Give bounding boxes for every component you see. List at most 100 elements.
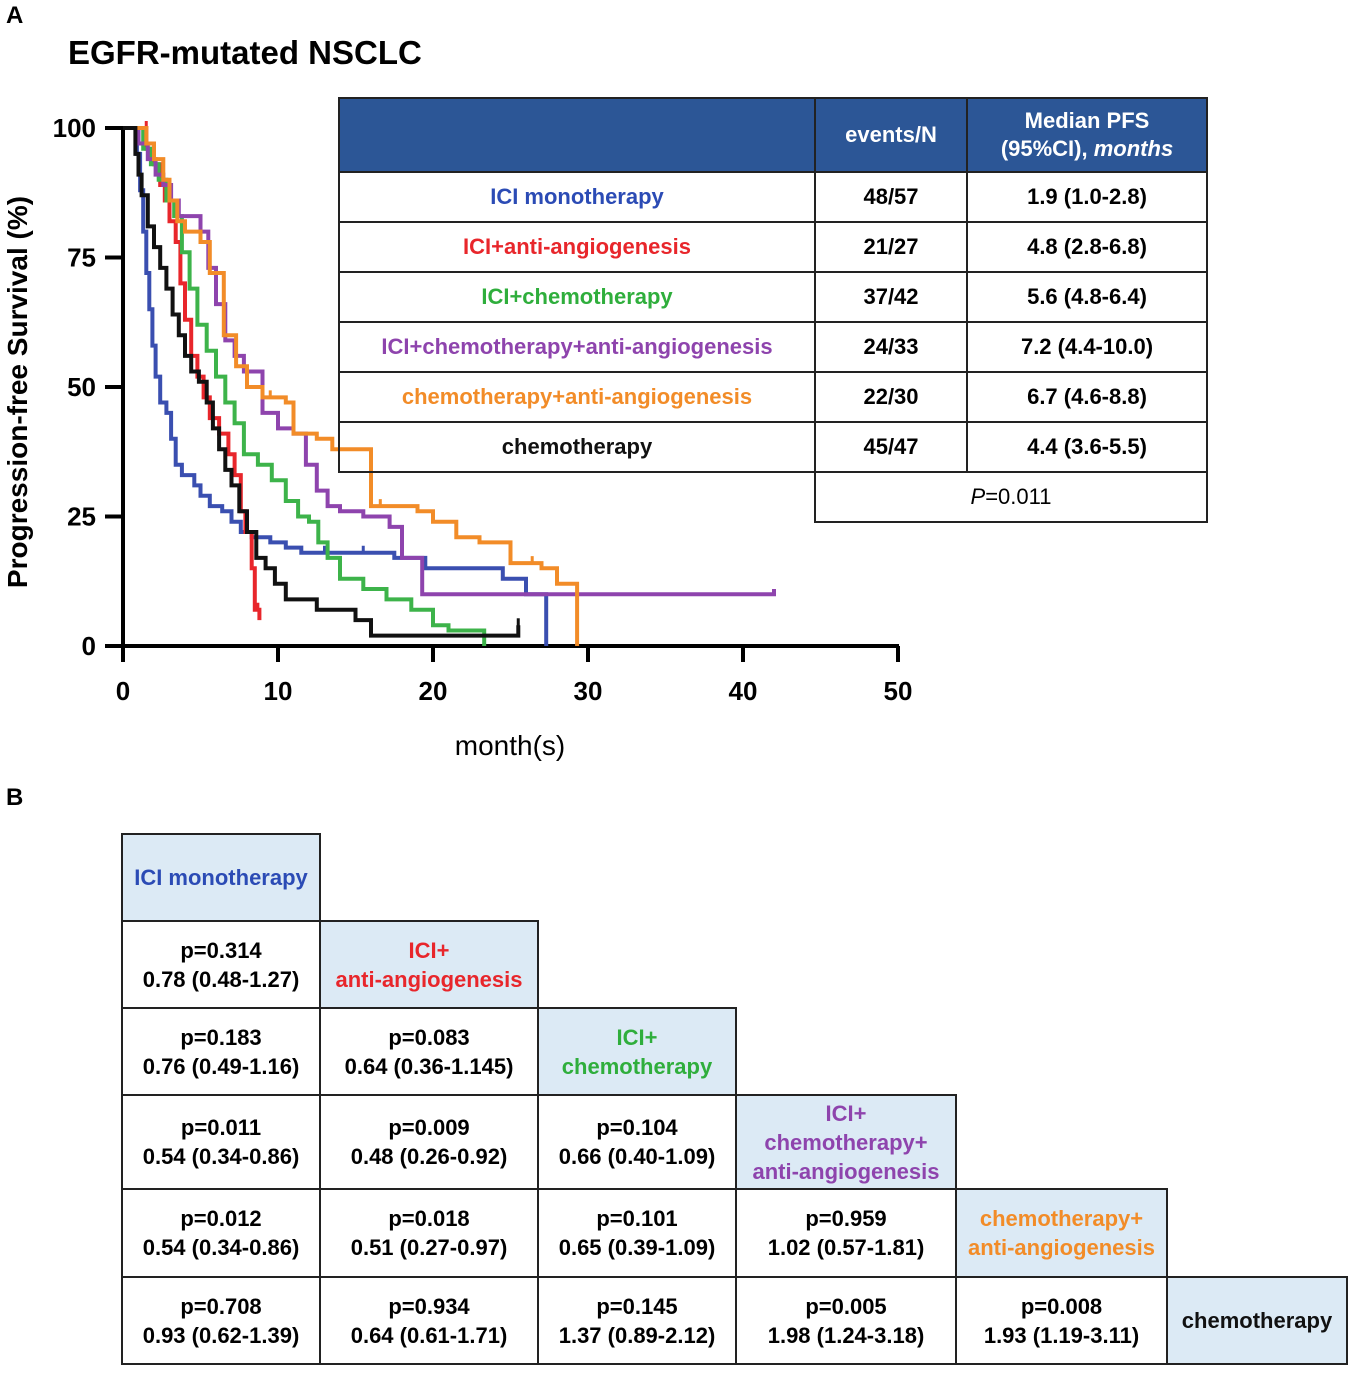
matrix-header-cell: chemotherapy+ anti-angiogenesis [955,1188,1168,1278]
km-curve-series-5 [123,126,521,638]
matrix-hazard-ratio: 0.78 (0.48-1.27) [142,966,300,992]
matrix-p-value: p=0.005 [805,1293,887,1319]
matrix-header-line: anti-angiogenesis [967,1235,1156,1260]
matrix-header-line: ICI+ [616,1024,658,1050]
matrix-hazard-ratio: 0.64 (0.61-1.71) [350,1322,508,1348]
median-header-line1: Median PFS [1024,108,1150,133]
median-header-line2: (95%CI), [1000,136,1094,161]
matrix-hazard-ratio: 0.93 (0.62-1.39) [142,1322,300,1348]
median-header-months: months [1093,136,1174,161]
axes: 0 10 20 30 40 50 0 25 50 75 100 [53,113,913,706]
matrix-header-cell: chemotherapy [1166,1276,1348,1365]
matrix-value-cell: p=0.005 1.98 (1.24-3.18) [735,1276,957,1365]
matrix-value-cell: p=0.018 0.51 (0.27-0.97) [319,1188,539,1278]
matrix-header-line: chemotherapy+ [979,1206,1144,1231]
legend-group-name: ICI+chemotherapy+anti-angiogenesis [338,321,816,373]
matrix-hazard-ratio: 0.65 (0.39-1.09) [558,1235,716,1260]
legend-table: events/N Median PFS (95%CI), months ICI … [338,97,1208,523]
x-tick-label: 30 [574,676,603,706]
matrix-hazard-ratio: 0.66 (0.40-1.09) [558,1144,716,1169]
matrix-value-cell: p=0.101 0.65 (0.39-1.09) [537,1188,737,1278]
matrix-hazard-ratio: 0.76 (0.49-1.16) [142,1053,300,1079]
x-tick-label: 40 [729,676,758,706]
km-chart: EGFR-mutated NSCLC Progression-free Surv… [2,34,913,761]
matrix-p-value: p=0.104 [596,1115,678,1140]
legend-row: ICI monotherapy 48/57 1.9 (1.0-2.8) [338,171,1208,223]
matrix-value-cell: p=0.959 1.02 (0.57-1.81) [735,1188,957,1278]
legend-events: 37/42 [814,271,968,323]
matrix-hazard-ratio: 1.98 (1.24-3.18) [767,1322,925,1348]
matrix-header-line: chemotherapy [1181,1308,1333,1333]
matrix-p-value: p=0.959 [805,1206,887,1231]
y-tick-label: 75 [67,243,96,273]
legend-header-blank [338,97,816,173]
matrix-header-line: ICI+ [825,1100,867,1126]
p-value-text: =0.011 [985,484,1052,509]
matrix-p-value: p=0.008 [1020,1293,1103,1319]
km-curve-series-0 [123,126,549,646]
legend-header-row: events/N Median PFS (95%CI), months [338,97,1208,173]
legend-median: 1.9 (1.0-2.8) [966,171,1208,223]
matrix-value-cell: p=0.104 0.66 (0.40-1.09) [537,1094,737,1190]
matrix-p-value: p=0.083 [388,1024,470,1050]
y-tick-label: 50 [67,372,96,402]
matrix-value-cell: p=0.012 0.54 (0.34-0.86) [121,1188,321,1278]
matrix-hazard-ratio: 0.54 (0.34-0.86) [142,1144,300,1169]
legend-empty-cell [339,472,815,522]
matrix-header-cell: ICI+ chemotherapy [537,1007,737,1096]
x-tick-label: 20 [419,676,448,706]
matrix-header-cell: ICI monotherapy [121,833,321,922]
legend-events: 22/30 [814,371,968,423]
legend-events: 21/27 [814,221,968,273]
matrix-header-line: ICI monotherapy [134,865,308,890]
survival-curves [123,121,776,646]
matrix-header-cell: ICI+ chemotherapy+ anti-angiogenesis [735,1094,957,1190]
legend-median: 4.4 (3.6-5.5) [966,421,1208,473]
chart-title: EGFR-mutated NSCLC [68,34,422,71]
matrix-value-cell: p=0.934 0.64 (0.61-1.71) [319,1276,539,1365]
y-tick-label: 25 [67,502,96,532]
matrix-p-value: p=0.708 [180,1293,262,1319]
matrix-p-value: p=0.314 [180,937,262,963]
matrix-value-cell: p=0.008 1.93 (1.19-3.11) [955,1276,1168,1365]
matrix-value-cell: p=0.314 0.78 (0.48-1.27) [121,920,321,1009]
legend-group-name: ICI+chemotherapy [338,271,816,323]
overall-p-value: P=0.011 [814,471,1208,523]
y-tick-label: 0 [82,631,96,661]
x-tick-label: 50 [884,676,913,706]
legend-header-median: Median PFS (95%CI), months [966,97,1208,173]
matrix-hazard-ratio: 1.93 (1.19-3.11) [983,1322,1140,1348]
y-axis-label: Progression-free Survival (%) [2,196,33,588]
legend-group-name: ICI monotherapy [338,171,816,223]
legend-row: ICI+chemotherapy 37/42 5.6 (4.8-6.4) [338,271,1208,323]
matrix-header-line: chemotherapy [561,1053,713,1079]
matrix-p-value: p=0.012 [180,1206,262,1231]
x-tick-label: 0 [116,676,130,706]
legend-group-name: chemotherapy [338,421,816,473]
matrix-value-cell: p=0.011 0.54 (0.34-0.86) [121,1094,321,1190]
legend-median: 4.8 (2.8-6.8) [966,221,1208,273]
matrix-hazard-ratio: 1.02 (0.57-1.81) [767,1235,925,1260]
matrix-p-value: p=0.009 [388,1115,470,1140]
matrix-p-value: p=0.018 [388,1206,470,1231]
legend-row: chemotherapy+anti-angiogenesis 22/30 6.7 (… [338,371,1208,423]
matrix-value-cell: p=0.708 0.93 (0.62-1.39) [121,1276,321,1365]
matrix-hazard-ratio: 0.64 (0.36-1.145) [344,1053,514,1079]
x-tick-label: 10 [264,676,293,706]
legend-events: 45/47 [814,421,968,473]
p-symbol: P [970,484,986,509]
matrix-hazard-ratio: 0.48 (0.26-0.92) [350,1144,508,1169]
matrix-value-cell: p=0.145 1.37 (0.89-2.12) [537,1276,737,1365]
matrix-value-cell: p=0.183 0.76 (0.49-1.16) [121,1007,321,1096]
legend-group-name: chemotherapy+anti-angiogenesis [338,371,816,423]
matrix-header-line: anti-angiogenesis [752,1158,940,1184]
matrix-hazard-ratio: 0.54 (0.34-0.86) [142,1235,300,1260]
legend-row: chemotherapy 45/47 4.4 (3.6-5.5) [338,421,1208,473]
matrix-hazard-ratio: 0.51 (0.27-0.97) [350,1235,508,1260]
legend-events: 24/33 [814,321,968,373]
matrix-header-line: chemotherapy+ [764,1129,928,1155]
matrix-value-cell: p=0.009 0.48 (0.26-0.92) [319,1094,539,1190]
legend-row: ICI+chemotherapy+anti-angiogenesis 24/33 7… [338,321,1208,373]
matrix-header-line: ICI+ [408,937,450,963]
matrix-p-value: p=0.011 [180,1115,262,1140]
